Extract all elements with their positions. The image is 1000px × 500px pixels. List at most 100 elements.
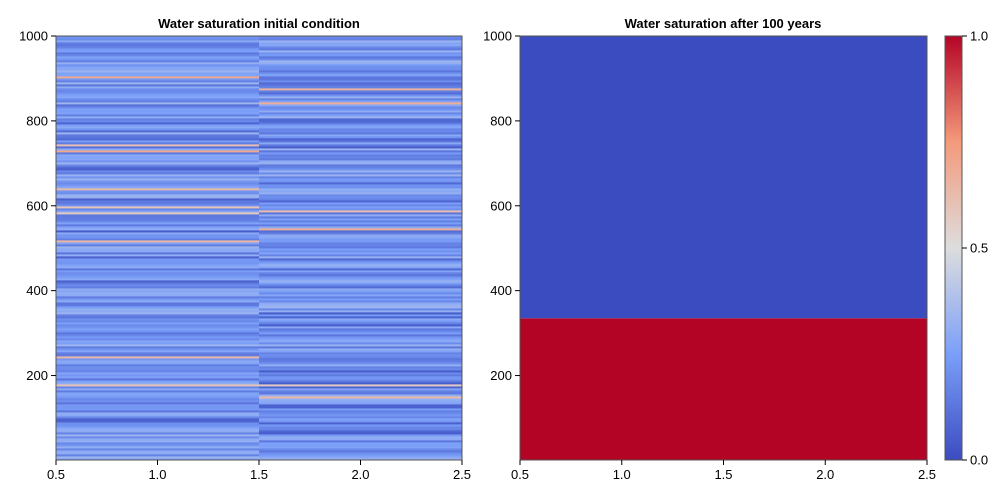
heatmap-cell [56,252,259,255]
heatmap-cell [259,102,462,105]
heatmap-cell [259,112,462,115]
x-tick-label: 2.5 [918,467,936,482]
y-tick-label: 1000 [19,29,48,44]
heatmap-cell [56,174,259,177]
heatmap-cell [259,180,462,183]
heatmap-cell [259,146,462,149]
heatmap-cell [56,372,259,375]
heatmap-cell [56,312,259,315]
heatmap-cell [56,318,259,321]
heatmap-cell [259,272,462,275]
heatmap-cell [259,222,462,225]
heatmap-cell [259,200,462,203]
heatmap-cell [259,38,462,41]
heatmap-cell [259,156,462,159]
heatmap-cell [56,298,259,301]
heatmap-cell [259,420,462,423]
heatmap-cell [56,306,259,309]
heatmap-cell [56,454,259,457]
heatmap-cell [56,302,259,305]
heatmap-cell [56,148,259,151]
heatmap-cell [259,62,462,65]
heatmap-cell [259,116,462,119]
heatmap-cell [259,66,462,69]
heatmap-cell [56,232,259,235]
heatmap-cell [56,304,259,307]
heatmap-cell [259,426,462,429]
heatmap-cell [56,192,259,195]
heatmap-region [520,36,927,319]
heatmap-cell [259,44,462,47]
heatmap-cell [259,442,462,445]
heatmap-cell [56,278,259,281]
heatmap-cell [259,48,462,51]
heatmap-cell [259,224,462,227]
heatmap-cell [259,118,462,121]
heatmap-cell [259,454,462,457]
heatmap-cell [56,224,259,227]
heatmap-cell [56,90,259,93]
heatmap-cell [259,292,462,295]
y-tick-label: 800 [26,113,48,128]
heatmap-cell [56,228,259,231]
colorbar-tick-label: 0.0 [970,453,988,468]
x-tick-label: 1.0 [148,467,166,482]
heatmap-cell [259,124,462,127]
heatmap-cell [259,322,462,325]
heatmap-cell [56,390,259,393]
heatmap-cell [56,184,259,187]
heatmap-cell [56,424,259,427]
heatmap-cell [259,396,462,399]
heatmap-cell [259,128,462,131]
heatmap-cell [56,434,259,437]
heatmap-cell [259,304,462,307]
heatmap-cell [56,362,259,365]
heatmap-cell [56,40,259,43]
heatmap-cell [259,334,462,337]
heatmap-cell [259,64,462,67]
heatmap-cell [56,220,259,223]
heatmap-cell [56,420,259,423]
heatmap-cell [56,230,259,233]
heatmap-cell [259,220,462,223]
heatmap-cell [259,36,462,39]
heatmap-cell [259,300,462,303]
heatmap-cell [259,282,462,285]
heatmap-cell [56,446,259,449]
heatmap-cell [56,154,259,157]
heatmap-cell [259,120,462,123]
heatmap-cell [259,256,462,259]
heatmap-cell [56,256,259,259]
heatmap-cell [56,294,259,297]
heatmap-cell [56,54,259,57]
heatmap-cell [56,274,259,277]
colorbar-gradient [944,35,963,461]
heatmap-cell [259,286,462,289]
heatmap-cell [56,310,259,313]
colorbar-tick-label: 1.0 [970,29,988,44]
heatmap-cell [259,212,462,215]
heatmap-cell [56,376,259,379]
heatmap-cell [259,346,462,349]
heatmap-cell [56,394,259,397]
heatmap-cell [56,452,259,455]
heatmap-cell [259,184,462,187]
heatmap-cell [56,308,259,311]
heatmap-cell [259,60,462,63]
heatmap-cell [259,100,462,103]
heatmap-cell [56,86,259,89]
heatmap-cell [259,438,462,441]
heatmap-cell [56,136,259,139]
heatmap-cell [56,374,259,377]
heatmap-cell [259,434,462,437]
heatmap-cell [56,170,259,173]
heatmap-cell [259,154,462,157]
x-tick-label: 2.0 [351,467,369,482]
heatmap-cell [259,258,462,261]
x-tick-label: 2.0 [816,467,834,482]
heatmap-cell [259,338,462,341]
heatmap-cell [56,350,259,353]
heatmap-cell [259,294,462,297]
heatmap-cell [259,96,462,99]
y-tick-label: 800 [490,113,512,128]
